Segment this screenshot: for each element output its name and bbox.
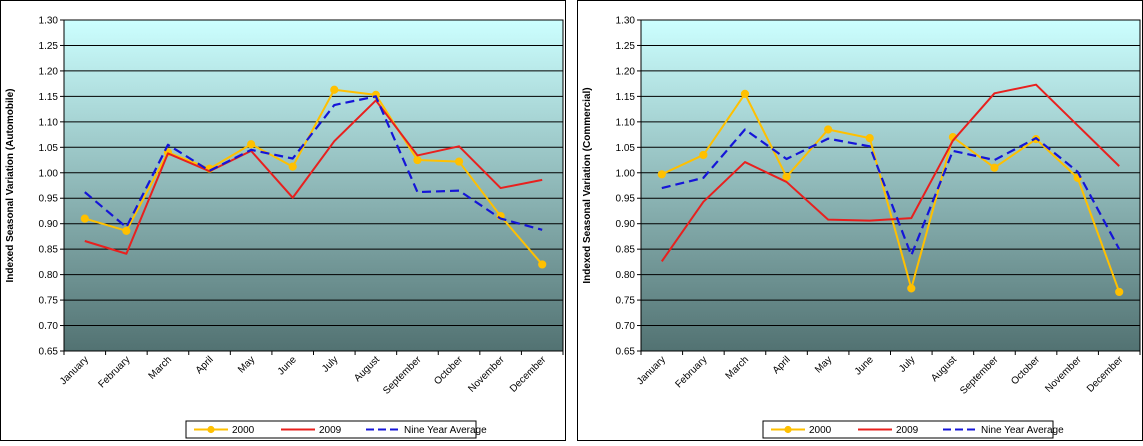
- y-tick-label: 0.95: [39, 194, 59, 205]
- commercial-chart-panel: 0.65 0.70 0.75 0.80 0.85 0.90 0.95 1.00 1.05 1.10…: [577, 0, 1143, 441]
- series-line-2009: [660, 83, 1120, 262]
- y-tick-label: 1.25: [616, 41, 636, 52]
- data-point-2000-february: [699, 150, 708, 160]
- data-point-2000-december: [1115, 287, 1124, 297]
- legend-marker-2000: [784, 425, 792, 434]
- series-line-2009: [84, 99, 543, 255]
- y-tick-label: 1.15: [616, 92, 636, 103]
- legend-label-nine-year-average: Nine Year Average: [981, 425, 1064, 436]
- y-tick-label: 0.90: [39, 219, 59, 230]
- y-tick-label: 1.20: [616, 66, 636, 77]
- y-axis-title: Indexed Seasonal Variation (Automobile): [5, 89, 16, 283]
- y-tick-label: 1.20: [39, 66, 59, 77]
- y-tick-label: 0.90: [616, 219, 636, 230]
- legend-label-nine-year-average: Nine Year Average: [404, 425, 487, 436]
- data-point-2000-july: [907, 284, 916, 293]
- y-tick-label: 1.10: [39, 117, 59, 128]
- data-point-2000-june: [865, 134, 874, 143]
- y-tick-label: 1.05: [39, 143, 59, 154]
- y-tick-label: 0.65: [39, 347, 59, 358]
- y-tick-label: 0.95: [616, 194, 636, 205]
- y-tick-label: 0.85: [616, 245, 636, 256]
- data-point-2000-january: [657, 170, 666, 179]
- legend-marker-2000: [207, 425, 215, 434]
- legend-label-2009: 2009: [319, 425, 342, 436]
- y-tick-label: 0.65: [616, 347, 636, 358]
- data-point-2000-may: [824, 125, 833, 134]
- data-point-2000-may: [247, 140, 256, 149]
- y-tick-label: 1.05: [616, 143, 636, 154]
- legend-label-2009: 2009: [896, 425, 919, 436]
- data-point-2000-march: [740, 89, 750, 98]
- data-point-2000-july: [330, 85, 339, 94]
- series-line-2000: [84, 88, 543, 266]
- data-point-2000-april: [782, 172, 791, 181]
- data-point-2000-january: [80, 214, 89, 223]
- automobile-chart-panel: 0.65 0.70 0.75 0.80 0.85 0.90 0.95 1.00 1.05 1.10…: [0, 0, 566, 441]
- y-tick-label: 1.30: [39, 16, 59, 27]
- data-point-2000-september: [990, 163, 999, 172]
- y-tick-label: 0.75: [39, 296, 59, 307]
- y-tick-label: 1.30: [616, 16, 636, 27]
- legend: 2000 2009 Nine Year Average: [762, 420, 1064, 439]
- y-tick-label: 0.75: [616, 296, 636, 307]
- y-tick-label: 1.00: [39, 168, 59, 179]
- data-point-2000-september: [413, 155, 422, 165]
- y-tick-label: 0.85: [39, 245, 59, 256]
- commercial-chart: 0.65 0.70 0.75 0.80 0.85 0.90 0.95 1.00 1.05 1.10…: [577, 0, 1143, 441]
- legend-label-2000: 2000: [232, 425, 255, 436]
- legend-box: [762, 420, 1054, 439]
- data-point-2000-june: [288, 162, 297, 171]
- series-line-nine-year-average: [84, 95, 543, 231]
- y-tick-label: 1.15: [39, 92, 59, 103]
- automobile-chart: 0.65 0.70 0.75 0.80 0.85 0.90 0.95 1.00 1.05 1.10…: [0, 0, 566, 441]
- y-tick-label: 0.70: [616, 321, 636, 332]
- y-tick-label: 1.00: [616, 168, 636, 179]
- series-line-2000: [661, 92, 1121, 293]
- data-point-2000-february: [122, 226, 131, 235]
- y-axis-title: Indexed Seasonal Variation (Commercial): [582, 87, 593, 283]
- y-tick-label: 1.10: [616, 117, 636, 128]
- legend-label-2000: 2000: [809, 425, 832, 436]
- y-tick-label: 0.80: [616, 270, 636, 281]
- legend: 2000 2009 Nine Year Average: [185, 420, 487, 439]
- y-tick-label: 1.25: [39, 41, 59, 52]
- data-point-2000-december: [538, 260, 547, 269]
- data-point-2000-october: [454, 157, 464, 166]
- plot-area: [64, 20, 563, 351]
- legend-box: [185, 420, 477, 439]
- y-tick-label: 0.70: [39, 321, 59, 332]
- plot-area: [641, 20, 1140, 351]
- y-tick-label: 0.80: [39, 270, 59, 281]
